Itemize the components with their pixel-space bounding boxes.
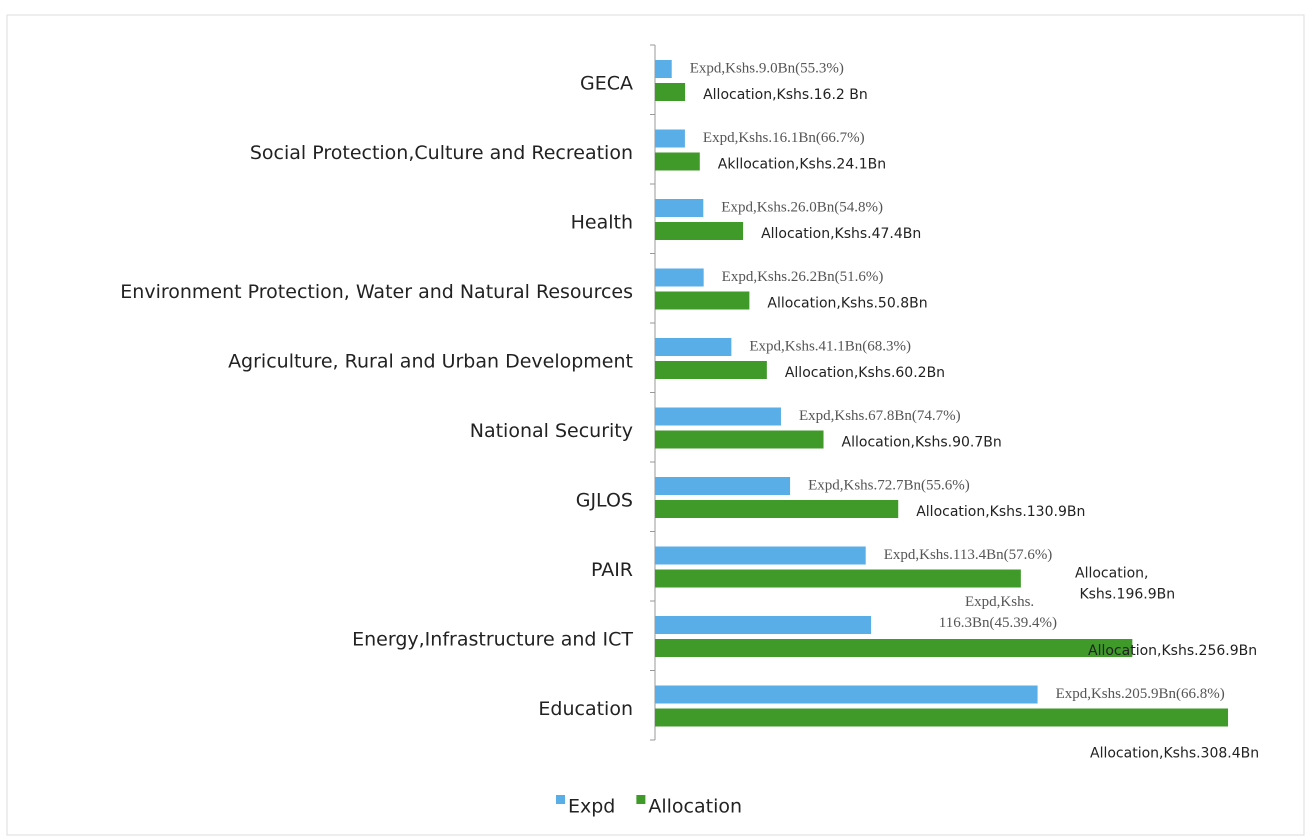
bar xyxy=(655,546,866,565)
category-label: Education xyxy=(538,698,633,720)
value-label: Expd,Kshs. 116.3Bn(45.39.4%) xyxy=(935,594,1057,631)
value-label: Allocation,Kshs.47.4Bn xyxy=(761,226,921,242)
legend-label: Allocation xyxy=(648,796,742,818)
chart-frame xyxy=(6,14,1305,836)
value-label: Expd,Kshs.67.8Bn(74.7%) xyxy=(799,408,961,424)
value-label: Allocation, Kshs.196.9Bn xyxy=(1075,566,1175,603)
legend-swatch xyxy=(556,795,565,804)
legend-swatch xyxy=(636,795,646,804)
bar xyxy=(655,616,872,634)
category-label: GJLOS xyxy=(576,489,633,511)
bar xyxy=(655,500,899,518)
value-label: Expd,Kshs.72.7Bn(55.6%) xyxy=(808,477,970,493)
value-label: Allocation,Kshs.60.2Bn xyxy=(785,365,945,381)
category-label: GECA xyxy=(580,72,633,94)
bar xyxy=(655,222,744,240)
bar xyxy=(655,477,791,495)
category-label: Social Protection,Culture and Recreation xyxy=(250,142,633,164)
value-label: Allocation,Kshs.130.9Bn xyxy=(916,504,1085,520)
value-label: Allocation,Kshs.50.8Bn xyxy=(767,296,927,312)
bar xyxy=(655,83,686,101)
bar xyxy=(655,639,1133,657)
value-label: Expd,Kshs.113.4Bn(57.6%) xyxy=(884,547,1053,563)
value-label: Allocation,Kshs.90.7Bn xyxy=(842,435,1002,451)
value-label: Allocation,Kshs.16.2 Bn xyxy=(703,87,868,103)
value-label: Allocation,Kshs.256.9Bn xyxy=(1088,643,1257,659)
bar xyxy=(655,268,704,287)
bar xyxy=(655,338,732,356)
bar xyxy=(655,129,685,148)
bar xyxy=(655,569,1021,588)
bar xyxy=(655,60,672,78)
bar xyxy=(655,361,767,379)
bar xyxy=(655,430,824,449)
bar xyxy=(655,152,700,171)
value-label: Akllocation,Kshs.24.1Bn xyxy=(718,157,886,173)
category-label: Agriculture, Rural and Urban Development xyxy=(228,350,633,372)
value-label: Expd,Kshs.9.0Bn(55.3%) xyxy=(690,60,844,76)
category-label: Environment Protection, Water and Natura… xyxy=(120,281,633,303)
value-label: Expd,Kshs.26.0Bn(54.8%) xyxy=(721,199,883,215)
category-label: Energy,Infrastructure and ICT xyxy=(352,628,633,650)
bar xyxy=(655,708,1229,727)
value-label: Expd,Kshs.26.2Bn(51.6%) xyxy=(722,269,884,285)
bar xyxy=(655,685,1038,704)
bar xyxy=(655,199,704,217)
value-label: Expd,Kshs.16.1Bn(66.7%) xyxy=(703,130,865,146)
legend-label: Expd xyxy=(568,796,615,818)
bar xyxy=(655,291,750,310)
value-label: Allocation,Kshs.308.4Bn xyxy=(1090,746,1259,762)
value-label: Expd,Kshs.205.9Bn(66.8%) xyxy=(1056,686,1225,702)
category-label: Health xyxy=(571,211,633,233)
category-label: National Security xyxy=(470,420,633,442)
value-label: Expd,Kshs.41.1Bn(68.3%) xyxy=(749,338,911,354)
bar xyxy=(655,407,781,426)
category-label: PAIR xyxy=(591,559,633,581)
